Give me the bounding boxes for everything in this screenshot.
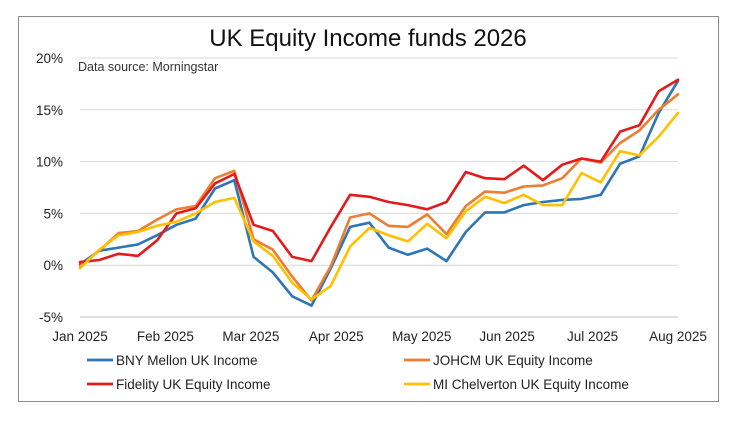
- y-axis-ticks: 20% 15% 10% 5% 0% -5%: [36, 51, 63, 325]
- x-tick-label: Jan 2025: [52, 329, 108, 344]
- x-tick-label: May 2025: [392, 329, 451, 344]
- x-tick-label: Aug 2025: [649, 329, 707, 344]
- x-tick-label: Jun 2025: [479, 329, 535, 344]
- y-tick-label: 20%: [36, 51, 63, 66]
- y-tick-label: 10%: [36, 155, 63, 170]
- x-tick-label: Apr 2025: [309, 329, 364, 344]
- x-tick-label: Jul 2025: [567, 329, 618, 344]
- legend-label: MI Chelverton UK Equity Income: [433, 377, 629, 392]
- x-tick-label: Feb 2025: [137, 329, 194, 344]
- y-tick-label: 0%: [43, 258, 63, 273]
- series-lines: [78, 78, 680, 307]
- series-line: [78, 78, 680, 264]
- y-tick-label: 5%: [43, 206, 63, 221]
- legend-label: JOHCM UK Equity Income: [433, 353, 593, 368]
- data-source-annotation: Data source: Morningstar: [78, 60, 219, 74]
- grid-lines: [80, 57, 678, 318]
- series-line: [78, 93, 680, 302]
- series-line: [78, 79, 680, 307]
- y-tick-label: 15%: [36, 103, 63, 118]
- chart-title: UK Equity Income funds 2026: [209, 25, 527, 52]
- legend-label: BNY Mellon UK Income: [116, 353, 258, 368]
- x-axis-ticks: Jan 2025 Feb 2025 Mar 2025 Apr 2025 May 2025…: [52, 329, 707, 344]
- legend-label: Fidelity UK Equity Income: [116, 377, 271, 392]
- legend: BNY Mellon UK Income JOHCM UK Equity Inco…: [87, 353, 629, 392]
- chart-frame: [18, 16, 719, 402]
- series-line: [78, 111, 680, 301]
- x-tick-label: Mar 2025: [222, 329, 279, 344]
- y-tick-label: -5%: [39, 310, 63, 325]
